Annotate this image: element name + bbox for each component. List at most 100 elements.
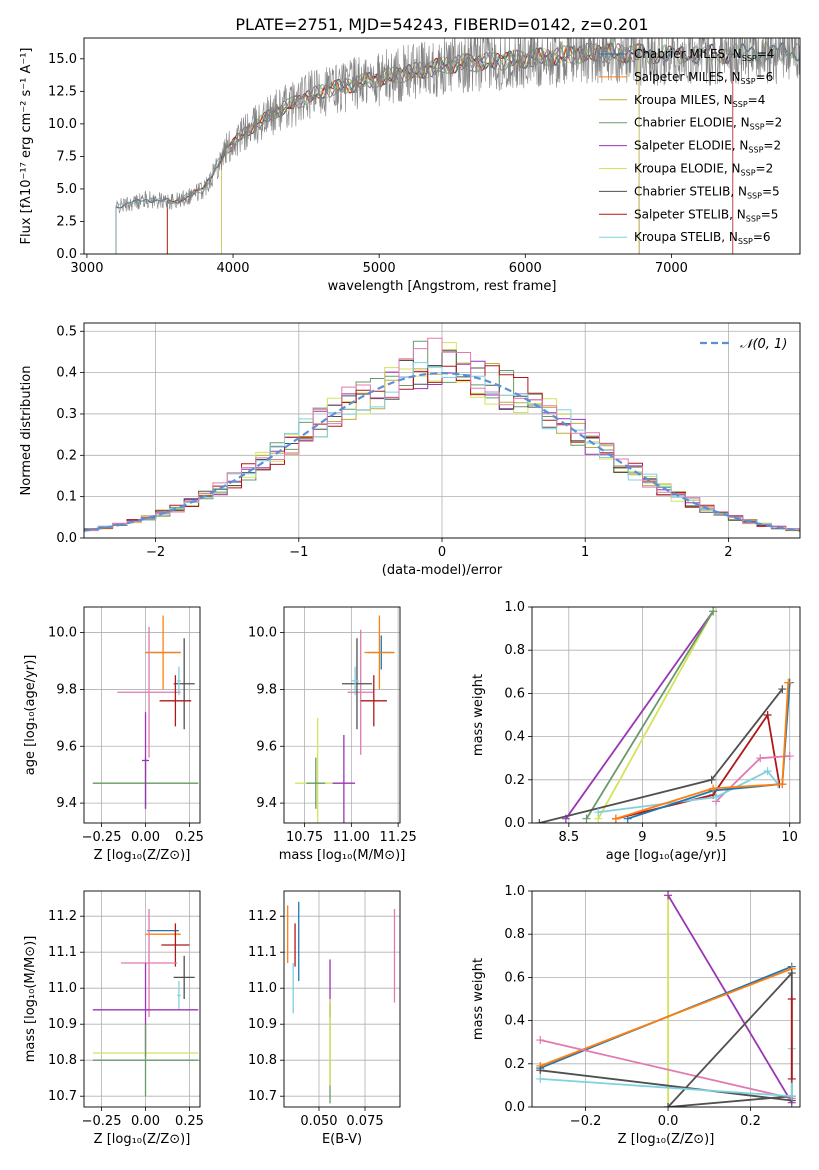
weight-marker: [763, 767, 772, 776]
panel-age-vs-mass: 10.75 11.00 11.25 9.4 9.6 9.8 10.0 mass [log₁₀(…: [248, 606, 417, 863]
x-tick-label: 0.2: [740, 1114, 761, 1129]
axes-frame: [83, 37, 801, 255]
x-tick-label: 1: [581, 545, 589, 560]
weight-marker: [785, 752, 794, 761]
panel-mass-vs-EBV: 0.050 0.075 10.7 10.8 10.9 11.0 11.1 11.2 E(B-V): [248, 890, 401, 1147]
weight-line: [597, 610, 714, 820]
weight-line: [539, 967, 793, 1067]
weight-marker: [611, 814, 620, 823]
weight-marker: [707, 775, 716, 784]
x-tick-label: 7000: [655, 261, 688, 276]
legend-label: Kroupa ELODIE, NSSP=2: [634, 162, 773, 178]
weight-marker: [709, 607, 718, 616]
x-axis-label: mass [log₁₀(M/M⊙)]: [279, 848, 406, 863]
x-axis-label: age [log₁₀(age/yr)]: [606, 848, 727, 863]
legend-label: 𝒩(0, 1): [740, 337, 787, 352]
y-tick-label: 0.3: [56, 407, 77, 422]
weight-marker: [536, 1074, 545, 1083]
x-tick-label: 0: [438, 545, 446, 560]
y-tick-label: 0.1: [56, 490, 77, 505]
y-tick-label: 9.8: [256, 682, 277, 697]
plot-area: [92, 615, 199, 809]
x-tick-label: 2: [724, 545, 732, 560]
y-tick-label: 2.5: [56, 214, 77, 229]
axes-frame: [283, 890, 401, 1108]
y-tick-label: 9.6: [56, 739, 77, 754]
legend-label: Kroupa MILES, NSSP=4: [634, 93, 765, 109]
x-tick-label: 0.0: [658, 1114, 679, 1129]
x-tick-label: 0.25: [175, 830, 204, 845]
x-axis-label: wavelength [Angstrom, rest frame]: [328, 279, 557, 294]
weight-marker: [784, 678, 793, 687]
axes-frame: [83, 606, 201, 824]
x-tick-label: 6000: [509, 261, 542, 276]
plot-area: [535, 607, 794, 823]
y-tick-label: 10.7: [48, 1089, 77, 1104]
weight-line: [615, 682, 790, 820]
y-tick-label: 0.6: [504, 970, 525, 985]
y-tick-label: 0.0: [504, 816, 525, 831]
y-tick-label: 11.2: [48, 909, 77, 924]
x-tick-label: 0.075: [346, 1114, 383, 1129]
weight-marker: [536, 1066, 545, 1075]
panels: 3000 4000 5000 6000 70000.02.55.07.510.012.5…: [19, 37, 801, 1147]
weight-marker: [787, 995, 796, 1003]
weight-marker: [787, 969, 796, 978]
y-tick-label: 11.2: [248, 909, 277, 924]
plot-area: [84, 337, 800, 532]
y-tick-label: 12.5: [48, 84, 77, 99]
legend-label: Chabrier ELODIE, NSSP=2: [634, 116, 782, 132]
y-tick-label: 11.0: [248, 981, 277, 996]
legend-label: Salpeter ELODIE, NSSP=2: [634, 139, 781, 155]
y-tick-label: 0.4: [56, 366, 77, 381]
y-tick-label: 9.4: [56, 796, 77, 811]
x-axis-label: Z [log₁₀(Z/Z⊙)]: [618, 1132, 715, 1147]
x-tick-label: 9: [638, 830, 646, 845]
weight-line: [585, 610, 714, 820]
legend-label: Salpeter MILES, NSSP=6: [634, 70, 773, 86]
y-tick-label: 10.9: [48, 1017, 77, 1032]
axes-frame: [83, 890, 201, 1108]
legend-label: Chabrier MILES, NSSP=4: [634, 47, 774, 63]
panel-residuals: −2 −1 0 1 2 0.0 0.1 0.2 0.3 0.4 0.5 (data-model)/er…: [19, 322, 801, 578]
weight-marker: [535, 819, 544, 823]
panel-massweight-vs-age: 8.5 9 9.5 10 0.0 0.2 0.4 0.6 0.8 1.0 age [log₁₀(ag…: [471, 600, 801, 863]
weight-marker: [594, 808, 603, 817]
y-tick-label: 10.0: [48, 117, 77, 132]
y-axis-label: mass weight: [471, 958, 486, 1040]
y-tick-label: 0.2: [504, 773, 525, 788]
weight-marker: [709, 784, 718, 793]
y-tick-label: 7.5: [56, 149, 77, 164]
x-tick-label: 10.75: [286, 830, 323, 845]
spectrum-legend: Chabrier MILES, NSSP=4 Salpeter MILES, NS…: [599, 47, 782, 246]
panel-massweight-vs-Z: −0.2 0.0 0.2 0.0 0.2 0.4 0.6 0.8 1.0 Z [log₁₀(Z/Z…: [471, 884, 801, 1147]
legend-label: Chabrier STELIB, NSSP=5: [634, 184, 780, 200]
y-axis-label: mass weight: [471, 674, 486, 756]
y-tick-label: 0.0: [56, 531, 77, 546]
y-tick-label: 10.0: [248, 626, 277, 641]
weight-line: [539, 688, 784, 823]
weight-marker: [778, 780, 787, 789]
y-tick-label: 0.6: [504, 686, 525, 701]
x-tick-label: −0.2: [570, 1114, 602, 1129]
x-tick-label: 5000: [363, 261, 396, 276]
y-tick-label: 0.2: [504, 1057, 525, 1072]
legend-label: Kroupa STELIB, NSSP=6: [634, 230, 771, 246]
residual-histogram: [84, 337, 800, 532]
x-tick-label: −1: [289, 545, 308, 560]
model-line: [221, 42, 640, 254]
normal-curve: [84, 371, 800, 532]
y-tick-label: 0.8: [504, 643, 525, 658]
panel-mass-vs-Z: −0.25 0.00 0.25 10.7 10.8 10.9 11.0 11.1 11.2 Z […: [23, 890, 204, 1147]
x-axis-label: (data-model)/error: [382, 563, 503, 578]
weight-marker: [787, 1074, 796, 1083]
x-tick-label: −2: [146, 545, 165, 560]
y-tick-label: 10.9: [248, 1017, 277, 1032]
figure-title: PLATE=2751, MJD=54243, FIBERID=0142, z=0…: [235, 15, 648, 34]
plot-area: [115, 38, 800, 254]
y-tick-label: 9.6: [256, 739, 277, 754]
y-tick-label: 0.4: [504, 1014, 525, 1029]
y-tick-label: 0.5: [56, 324, 77, 339]
y-tick-label: 9.4: [256, 796, 277, 811]
